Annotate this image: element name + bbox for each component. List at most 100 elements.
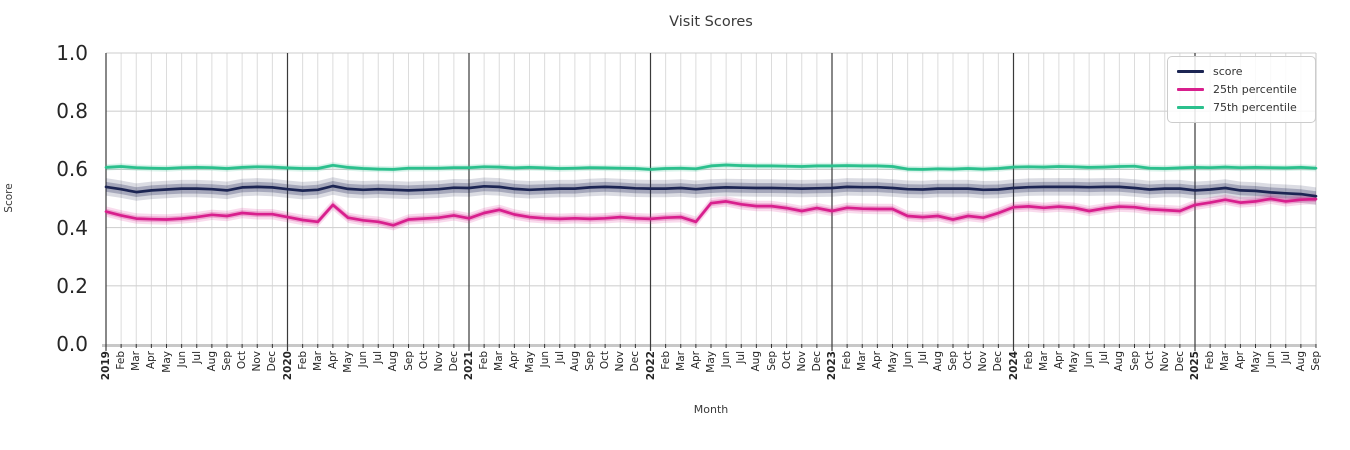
x-tick-label: 2023 — [826, 351, 838, 381]
x-axis-label: Month — [693, 403, 729, 416]
x-tick-label: Oct — [1143, 351, 1156, 370]
series-band-0 — [106, 181, 1316, 202]
x-tick-label: Sep — [221, 351, 233, 371]
chart-title: Visit Scores — [669, 14, 753, 30]
x-tick-label: Oct — [780, 351, 793, 370]
legend-line-swatch-75th — [1177, 105, 1204, 109]
x-tick-label: Mar — [856, 351, 869, 371]
x-tick-label: Aug — [568, 351, 581, 372]
x-tick-label: Aug — [750, 351, 763, 372]
x-tick-label: Jul — [916, 351, 929, 364]
legend-label: 25th percentile — [1213, 82, 1297, 96]
x-tick-label: Apr — [145, 351, 158, 370]
x-tick-label: 2025 — [1189, 351, 1201, 381]
x-tick-label: Jun — [1083, 351, 1096, 368]
x-tick-label: Feb — [478, 351, 491, 370]
x-tick-label: Aug — [1294, 351, 1307, 372]
y-tick-label: 0.4 — [56, 216, 88, 240]
x-tick-label: Nov — [614, 351, 627, 372]
x-tick-label: Feb — [296, 351, 309, 370]
x-tick-label: Dec — [1173, 351, 1186, 372]
legend-line-swatch-25th — [1177, 87, 1204, 91]
x-tick-label: Oct — [417, 351, 430, 370]
x-tick-label: Nov — [977, 351, 990, 372]
x-tick-label: Oct — [236, 351, 249, 370]
x-tick-label: Jun — [175, 351, 188, 368]
x-tick-label: 2022 — [644, 351, 657, 381]
x-tick-label: Nov — [432, 351, 445, 372]
x-tick-label: Sep — [584, 351, 596, 371]
x-tick-label: Sep — [1310, 351, 1322, 371]
legend-entry-75th-percentile: 75th percentile — [1177, 98, 1307, 116]
x-tick-label: Feb — [841, 351, 854, 370]
legend-label: 75th percentile — [1213, 100, 1297, 114]
x-tick-label: Aug — [1113, 351, 1126, 372]
series-band-1 — [106, 193, 1316, 231]
x-tick-label: 2020 — [281, 351, 294, 381]
y-tick-label: 1.0 — [56, 41, 88, 65]
x-tick-label: Feb — [1204, 351, 1217, 370]
x-tick-label: May — [1249, 351, 1262, 373]
x-tick-label: Jun — [901, 351, 914, 368]
x-tick-label: May — [1068, 351, 1080, 373]
x-tick-label: May — [886, 351, 899, 373]
x-tick-label: Jun — [357, 351, 370, 368]
legend-label: score — [1213, 64, 1243, 78]
x-tick-label: Apr — [508, 351, 521, 370]
y-tick-label: 0.6 — [56, 157, 88, 181]
x-tick-label: Sep — [402, 351, 415, 371]
x-tick-label: Mar — [130, 351, 143, 371]
x-tick-label: May — [523, 351, 536, 373]
x-tick-label: Apr — [689, 351, 702, 370]
x-tick-label: Jun — [538, 351, 551, 368]
legend-entry-25th-percentile: 25th percentile — [1177, 80, 1307, 98]
y-tick-label: 0.2 — [56, 274, 88, 298]
x-tick-label: Aug — [387, 351, 400, 372]
x-tick-label: Mar — [311, 351, 324, 371]
x-tick-label: Apr — [1052, 351, 1065, 370]
x-tick-label: May — [342, 351, 354, 373]
series-band-0 — [106, 177, 1316, 205]
series-line-1 — [104, 197, 1318, 227]
x-tick-label: Mar — [674, 351, 687, 371]
x-tick-label: Apr — [326, 351, 339, 370]
x-tick-label: Nov — [251, 351, 264, 372]
x-tick-label: Sep — [765, 351, 778, 371]
x-tick-label: Nov — [1158, 351, 1171, 372]
x-tick-label: Jul — [190, 351, 203, 364]
series-line-0 — [104, 184, 1318, 198]
x-tick-label: May — [705, 351, 717, 373]
x-tick-label: Oct — [599, 351, 612, 370]
x-tick-label: Sep — [1128, 351, 1141, 371]
y-tick-label: 0.0 — [56, 332, 88, 356]
x-tick-label: Jun — [1264, 351, 1277, 368]
x-tick-label: Nov — [795, 351, 808, 372]
x-tick-label: Jul — [1279, 351, 1292, 364]
x-tick-label: Jul — [372, 351, 385, 364]
x-tick-label: Mar — [1219, 351, 1232, 371]
x-tick-label: Feb — [659, 351, 672, 370]
x-tick-label: Feb — [1022, 351, 1035, 370]
legend-entry-score: score — [1177, 62, 1307, 80]
x-tick-label: Dec — [447, 351, 460, 372]
x-tick-label: Jun — [720, 351, 733, 368]
series-line-2 — [104, 163, 1318, 171]
x-tick-label: Apr — [1234, 351, 1247, 370]
x-tick-label: Mar — [493, 351, 506, 371]
legend: score 25th percentile 75th percentile — [1167, 56, 1316, 123]
x-tick-label: Jul — [1098, 351, 1111, 364]
x-tick-label: Dec — [992, 351, 1005, 372]
x-tick-label: 2024 — [1007, 351, 1020, 381]
x-tick-label: Dec — [266, 351, 279, 372]
x-tick-label: Dec — [629, 351, 642, 372]
x-tick-label: Dec — [810, 351, 823, 372]
y-tick-label: 0.8 — [56, 99, 88, 123]
x-tick-label: Oct — [962, 351, 975, 370]
x-tick-label: Apr — [871, 351, 884, 370]
x-tick-label: Jul — [553, 351, 566, 364]
x-tick-label: May — [160, 351, 173, 373]
x-tick-label: Jul — [735, 351, 748, 364]
x-tick-label: 2021 — [463, 351, 475, 381]
